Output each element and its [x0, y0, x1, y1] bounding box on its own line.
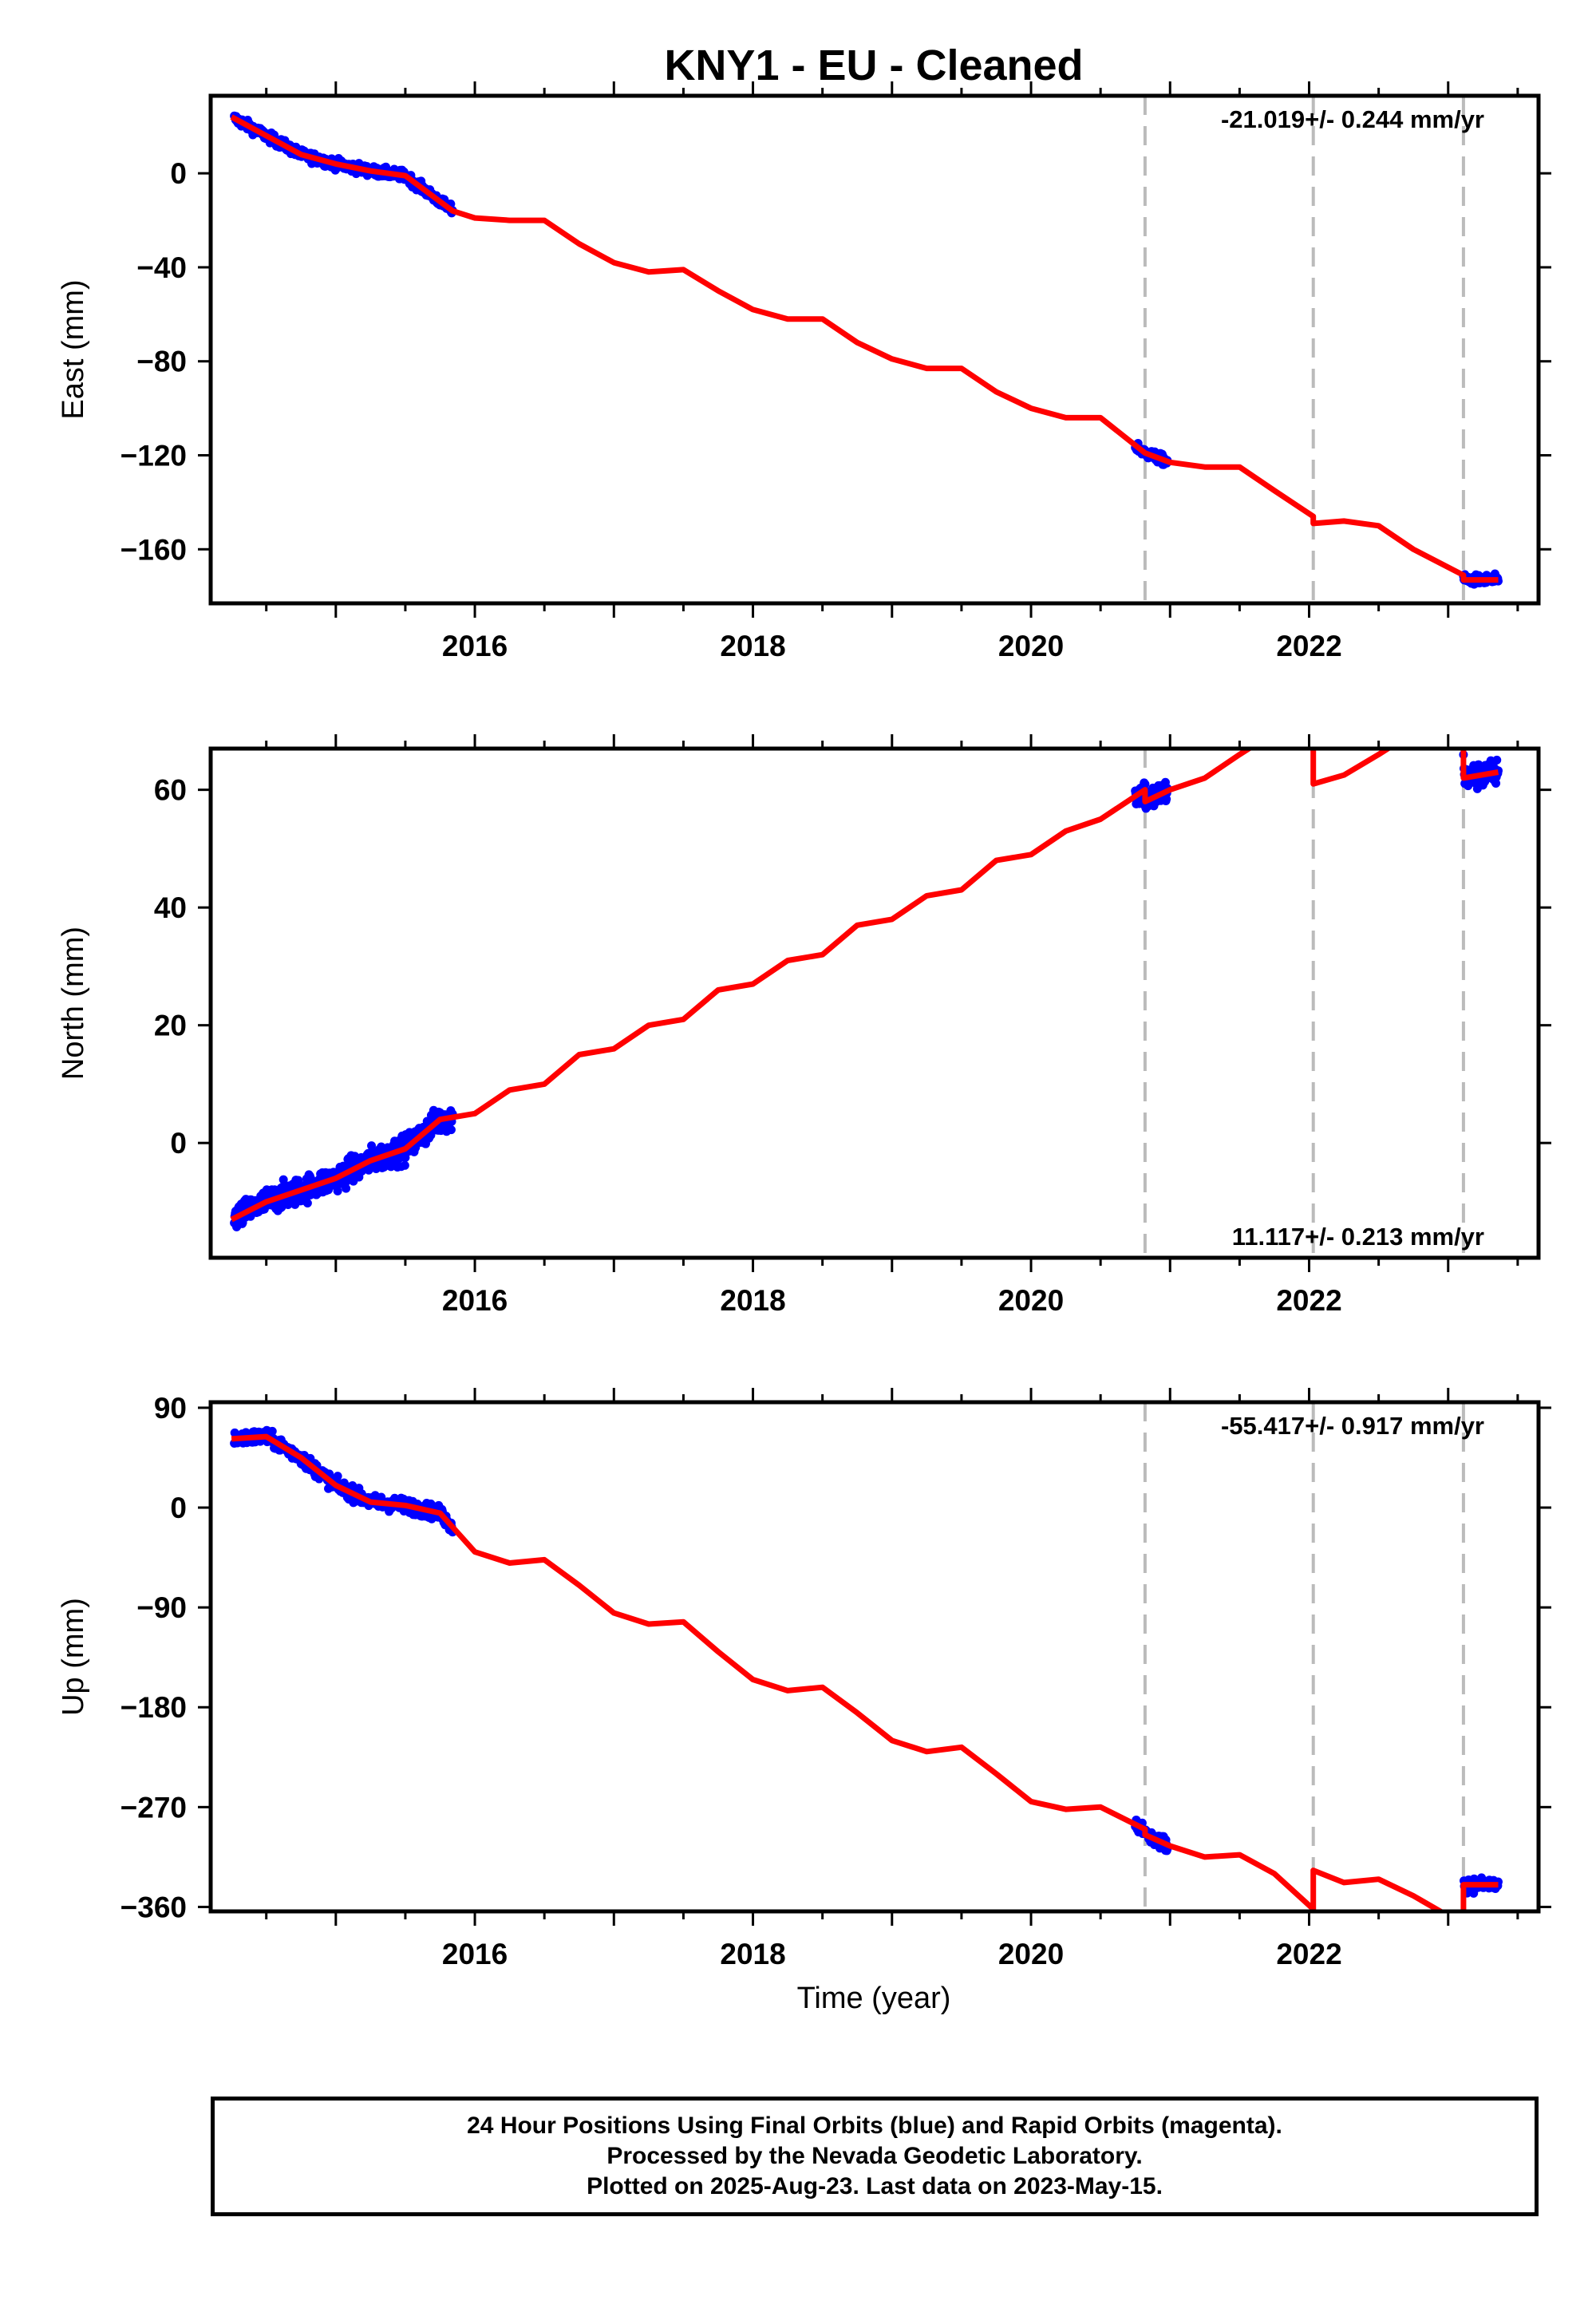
- footer-line-1: 24 Hour Positions Using Final Orbits (bl…: [467, 2112, 1282, 2139]
- x-tick-label: 2018: [720, 1938, 785, 1970]
- x-tick-label: 2016: [442, 630, 508, 662]
- data-point: [1492, 755, 1502, 765]
- rate-label: -21.019+/- 0.244 mm/yr: [1221, 105, 1484, 133]
- panel-east: 2016 2018 2020 2022 0 −40 −80 −120 −160 East (mm)…: [57, 81, 1551, 662]
- y-tick-label: 40: [154, 891, 187, 924]
- plot-area: [230, 111, 1503, 589]
- y-tick-label: −120: [120, 440, 187, 472]
- x-tick-label: 2022: [1276, 1284, 1341, 1317]
- rate-label: -55.417+/- 0.917 mm/yr: [1221, 1412, 1484, 1440]
- x-tick-label: 2018: [720, 630, 785, 662]
- x-axis-title: Time (year): [797, 1982, 951, 2015]
- y-axis-title: North (mm): [57, 927, 90, 1080]
- x-tick-label: 2020: [998, 1938, 1064, 1970]
- y-tick-label: −90: [136, 1591, 187, 1624]
- data-point: [1491, 778, 1501, 788]
- y-tick-label: −40: [136, 251, 187, 284]
- plot-frame: [208, 746, 1541, 1260]
- footer-line-3: Plotted on 2025-Aug-23. Last data on 202…: [587, 2173, 1163, 2199]
- y-tick-label: −180: [120, 1691, 187, 1724]
- data-point: [267, 1426, 277, 1436]
- y-tick-label: −80: [136, 346, 187, 378]
- x-tick-label: 2020: [998, 1284, 1064, 1317]
- data-point: [333, 1472, 342, 1481]
- x-tick-label: 2018: [720, 1284, 785, 1317]
- data-point: [1140, 780, 1150, 789]
- data-point: [400, 1160, 409, 1170]
- x-tick-label: 2016: [442, 1938, 508, 1970]
- panel-up: 2016 2018 2020 2022 90 0 −90 −180 −270 −360 Up (mm…: [57, 1388, 1551, 1970]
- y-axis-title: Up (mm): [57, 1598, 90, 1716]
- plot-area: [230, 749, 1503, 1231]
- data-point: [279, 1175, 288, 1184]
- y-tick-label: 60: [154, 774, 187, 807]
- model-curve: [230, 114, 1499, 583]
- chart-title: KNY1 - EU - Cleaned: [664, 41, 1083, 89]
- y-tick-label: 90: [154, 1392, 187, 1425]
- footer-line-2: Processed by the Nevada Geodetic Laborat…: [606, 2143, 1143, 2169]
- x-tick-label: 2022: [1276, 630, 1341, 662]
- x-tick-label: 2016: [442, 1284, 508, 1317]
- y-axis-title: East (mm): [57, 279, 90, 419]
- y-tick-label: 0: [170, 1492, 187, 1524]
- data-point: [342, 1184, 351, 1193]
- y-tick-label: −160: [120, 533, 187, 566]
- footer-box: 24 Hour Positions Using Final Orbits (bl…: [211, 2097, 1539, 2216]
- model-curve: [230, 749, 1499, 1223]
- data-point: [401, 1153, 410, 1163]
- x-tick-label: 2020: [998, 630, 1064, 662]
- plot-frame: [208, 93, 1541, 606]
- plot-area: [230, 1425, 1503, 1911]
- y-tick-label: −270: [120, 1791, 187, 1824]
- data-point: [302, 1198, 312, 1207]
- y-tick-label: −360: [120, 1891, 187, 1923]
- plot-frame: [208, 1400, 1541, 1914]
- data-point: [367, 1141, 377, 1151]
- model-curve: [231, 1433, 1499, 1911]
- panel-north: 2016 2018 2020 2022 0 20 40 60 North (mm) 11.117+…: [57, 734, 1551, 1317]
- y-tick-label: 20: [154, 1010, 187, 1042]
- data-point: [446, 1125, 456, 1135]
- y-tick-label: 0: [170, 1127, 187, 1160]
- x-tick-label: 2022: [1276, 1938, 1341, 1970]
- data-point: [333, 1186, 342, 1196]
- y-tick-label: 0: [170, 157, 187, 190]
- rate-label: 11.117+/- 0.213 mm/yr: [1232, 1223, 1484, 1251]
